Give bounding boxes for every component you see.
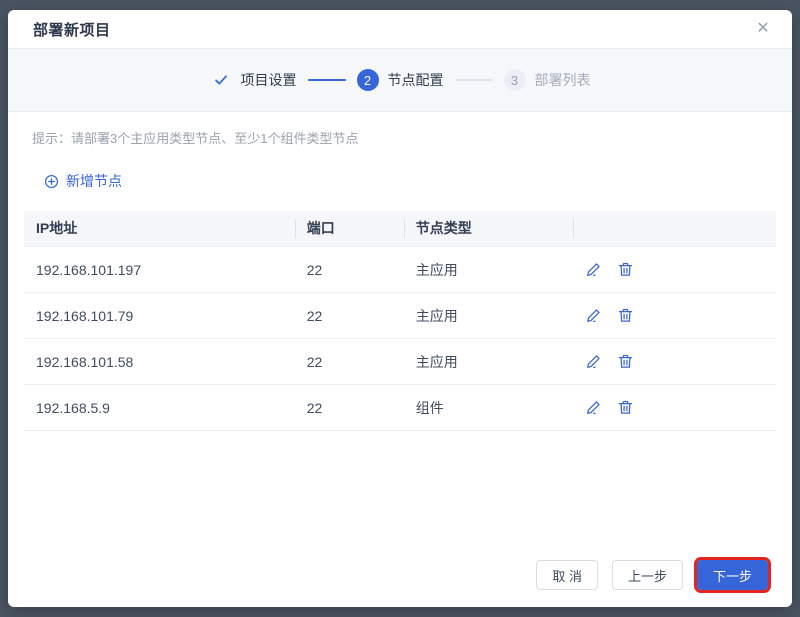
- trash-icon[interactable]: [617, 261, 634, 278]
- trash-icon[interactable]: [617, 307, 634, 324]
- cell-port: 22: [294, 384, 404, 431]
- add-node-label: 新增节点: [66, 173, 122, 189]
- step-deploy-list: 3 部署列表: [503, 69, 591, 91]
- edit-icon[interactable]: [585, 399, 602, 416]
- check-icon: [210, 69, 232, 91]
- close-icon[interactable]: ✕: [756, 20, 770, 37]
- cell-node-type: 组件: [403, 384, 573, 431]
- step-label: 节点配置: [387, 72, 444, 88]
- cell-ip: 192.168.101.58: [24, 338, 295, 385]
- cell-node-type: 主应用: [403, 246, 573, 293]
- deploy-hint-text: 提示：请部署3个主应用类型节点、至少1个组件类型节点: [32, 131, 359, 146]
- col-header-actions: [572, 210, 776, 247]
- col-header-ip: IP地址: [24, 210, 295, 247]
- cell-port: 22: [294, 292, 404, 339]
- edit-icon[interactable]: [585, 307, 602, 324]
- dialog-header: 部署新项目 ✕: [8, 10, 792, 48]
- cell-node-type: 主应用: [403, 338, 573, 385]
- step-label: 项目设置: [240, 72, 297, 88]
- step-node-config: 2 节点配置: [356, 69, 444, 91]
- step-project-settings: 项目设置: [210, 69, 297, 91]
- trash-icon[interactable]: [617, 399, 634, 416]
- col-header-node-type: 节点类型: [403, 210, 573, 247]
- previous-step-button[interactable]: 上一步: [611, 560, 683, 590]
- cell-ip: 192.168.5.9: [24, 384, 295, 431]
- col-header-port: 端口: [294, 210, 404, 247]
- nodes-table: IP地址 端口 节点类型 192.168.101.197 22 主应用: [24, 210, 776, 431]
- step-connector: [454, 79, 493, 81]
- cell-port: 22: [294, 246, 404, 293]
- step-number-badge: 2: [356, 69, 379, 91]
- cell-ip: 192.168.101.197: [24, 246, 295, 293]
- step-number-badge: 3: [503, 69, 526, 91]
- cancel-button[interactable]: 取 消: [536, 560, 598, 590]
- next-step-button[interactable]: 下一步: [693, 557, 772, 593]
- dialog-body: 提示：请部署3个主应用类型节点、至少1个组件类型节点 新增节点 IP地址 端口 …: [8, 128, 792, 431]
- deploy-project-dialog: 部署新项目 ✕ 项目设置 2 节点配置 3 部署列表 提示：请部署3个主应用类型…: [8, 10, 792, 607]
- cell-node-type: 主应用: [403, 292, 573, 339]
- add-node-button[interactable]: 新增节点: [44, 171, 122, 191]
- stepper: 项目设置 2 节点配置 3 部署列表: [8, 48, 792, 112]
- edit-icon[interactable]: [585, 353, 602, 370]
- cell-port: 22: [294, 338, 404, 385]
- step-connector: [307, 79, 346, 81]
- dialog-title: 部署新项目: [33, 21, 111, 39]
- dialog-footer: 取 消 上一步 下一步: [536, 557, 772, 593]
- trash-icon[interactable]: [617, 353, 634, 370]
- table-row: 192.168.101.197 22 主应用: [24, 246, 776, 293]
- table-row: 192.168.101.79 22 主应用: [24, 292, 776, 339]
- table-header-row: IP地址 端口 节点类型: [24, 210, 776, 247]
- table-row: 192.168.101.58 22 主应用: [24, 338, 776, 385]
- edit-icon[interactable]: [585, 261, 602, 278]
- table-row: 192.168.5.9 22 组件: [24, 384, 776, 431]
- cell-ip: 192.168.101.79: [24, 292, 295, 339]
- circle-plus-icon: [44, 174, 59, 189]
- step-label: 部署列表: [534, 72, 591, 88]
